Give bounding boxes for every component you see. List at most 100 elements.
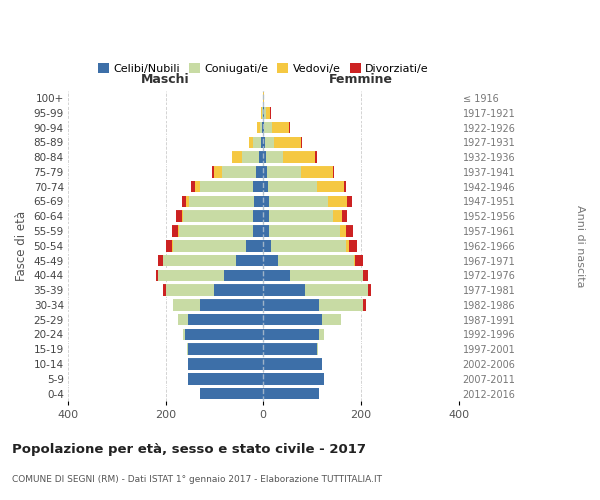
Bar [305,284,368,296]
Bar [355,255,364,266]
Bar [263,328,319,340]
Bar [253,181,263,192]
Bar [179,226,253,237]
Bar [191,181,195,192]
Bar [188,314,263,326]
Bar [264,107,266,118]
Bar [263,373,324,384]
Bar [283,152,314,163]
Bar [256,166,263,177]
Bar [263,284,305,296]
Bar [265,136,274,148]
Bar [368,284,371,296]
Bar [257,122,260,134]
Text: COMUNE DI SEGNI (RM) - Dati ISTAT 1° gennaio 2017 - Elaborazione TUTTITALIA.IT: COMUNE DI SEGNI (RM) - Dati ISTAT 1° gen… [12,475,382,484]
Bar [314,152,317,163]
Bar [253,226,263,237]
Bar [263,226,269,237]
Bar [317,181,344,192]
Bar [347,196,352,207]
Bar [182,210,253,222]
Bar [260,122,262,134]
Bar [200,181,253,192]
Bar [236,255,263,266]
Bar [263,166,267,177]
Bar [248,136,253,148]
Bar [188,373,263,384]
Bar [188,344,263,355]
Bar [172,226,178,237]
Bar [263,388,319,400]
Bar [267,166,301,177]
Bar [333,166,334,177]
Bar [269,210,332,222]
Bar [343,210,347,222]
Bar [182,328,185,340]
Bar [214,166,222,177]
Bar [246,240,263,252]
Bar [158,270,224,281]
Bar [263,344,317,355]
Bar [271,240,346,252]
Bar [263,210,269,222]
Bar [261,136,263,148]
Bar [259,152,263,163]
Bar [182,196,186,207]
Bar [289,122,290,134]
Bar [254,196,263,207]
Bar [344,181,346,192]
Text: Popolazione per età, sesso e stato civile - 2017: Popolazione per età, sesso e stato civil… [12,442,366,456]
Bar [232,152,242,163]
Bar [158,255,163,266]
Bar [188,358,263,370]
Bar [319,328,324,340]
Bar [278,255,353,266]
Bar [263,122,264,134]
Bar [214,284,263,296]
Bar [263,240,271,252]
Bar [263,196,269,207]
Bar [163,255,236,266]
Bar [364,299,366,310]
Bar [353,255,355,266]
Bar [212,166,214,177]
Bar [301,136,302,148]
Bar [263,299,319,310]
Bar [200,388,263,400]
Bar [346,226,353,237]
Bar [263,255,278,266]
Bar [346,240,349,252]
Bar [166,240,172,252]
Bar [263,270,290,281]
Bar [263,358,322,370]
Bar [328,196,347,207]
Bar [172,240,173,252]
Bar [340,226,346,237]
Bar [272,122,289,134]
Bar [263,152,266,163]
Bar [270,107,271,118]
Legend: Celibi/Nubili, Coniugati/e, Vedovi/e, Divorziati/e: Celibi/Nubili, Coniugati/e, Vedovi/e, Di… [93,59,433,78]
Bar [364,270,368,281]
Bar [156,270,158,281]
Bar [187,344,188,355]
Bar [195,181,200,192]
Bar [224,270,263,281]
Bar [301,166,333,177]
Bar [173,240,246,252]
Bar [242,152,259,163]
Text: Femmine: Femmine [329,73,393,86]
Y-axis label: Anni di nascita: Anni di nascita [575,204,585,287]
Bar [266,107,270,118]
Bar [263,181,268,192]
Bar [185,328,263,340]
Bar [263,314,322,326]
Y-axis label: Fasce di età: Fasce di età [15,210,28,281]
Bar [176,210,182,222]
Bar [268,181,317,192]
Bar [222,166,256,177]
Bar [263,136,265,148]
Bar [274,136,301,148]
Bar [349,240,358,252]
Bar [319,299,364,310]
